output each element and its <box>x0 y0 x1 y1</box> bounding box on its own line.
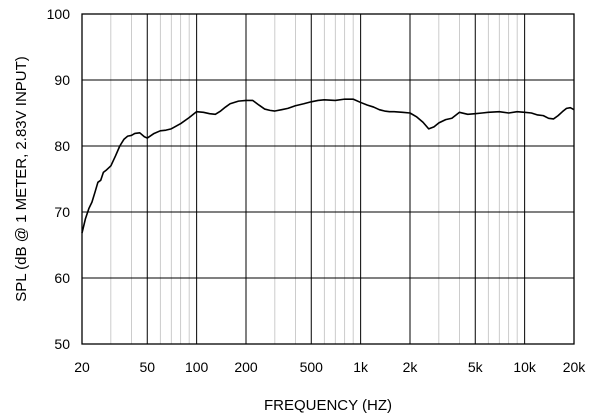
spl-curve <box>81 98 575 234</box>
x-tick-labels: 20 50 100 200 500 1k 2k 5k 10k 20k <box>74 359 586 375</box>
y-tick-label: 80 <box>54 138 70 154</box>
plot-frame <box>81 13 575 345</box>
major-grid <box>82 14 574 344</box>
x-tick-label: 50 <box>139 359 155 375</box>
x-tick-label: 2k <box>403 359 419 375</box>
y-tick-label: 50 <box>54 336 70 352</box>
y-axis-title: SPL (dB @ 1 METER, 2.83V INPUT) <box>13 56 30 302</box>
x-tick-label: 5k <box>468 359 484 375</box>
y-tick-labels: 50 60 70 80 90 100 <box>47 6 71 352</box>
x-tick-label: 20k <box>563 359 587 375</box>
x-tick-label: 10k <box>513 359 537 375</box>
minor-grid <box>110 14 518 344</box>
x-tick-label: 20 <box>74 359 90 375</box>
x-axis-title: FREQUENCY (HZ) <box>264 397 392 414</box>
y-tick-label: 90 <box>54 72 70 88</box>
y-tick-label: 60 <box>54 270 70 286</box>
x-tick-label: 1k <box>353 359 369 375</box>
x-tick-label: 200 <box>234 359 258 375</box>
x-tick-label: 100 <box>185 359 209 375</box>
y-tick-label: 70 <box>54 204 70 220</box>
y-tick-label: 100 <box>47 6 71 22</box>
x-tick-label: 500 <box>300 359 324 375</box>
